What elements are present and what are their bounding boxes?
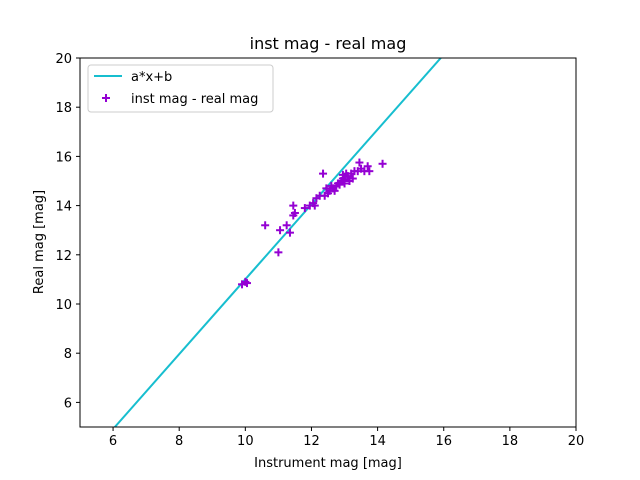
y-tick-label: 16 — [55, 150, 72, 165]
data-point — [274, 248, 283, 257]
x-tick-label: 6 — [109, 434, 117, 449]
plot-area — [113, 58, 443, 427]
x-tick-label: 18 — [502, 434, 519, 449]
x-tick-label: 16 — [435, 434, 452, 449]
data-point — [241, 277, 250, 286]
data-point — [330, 186, 339, 195]
data-point — [319, 169, 328, 178]
y-tick-label: 14 — [55, 200, 72, 215]
legend-box — [87, 64, 274, 113]
legend: a*x+b inst mag - real mag — [87, 64, 274, 113]
data-point — [340, 175, 349, 184]
data-point — [338, 170, 347, 179]
y-tick-label: 8 — [64, 347, 72, 362]
data-point — [335, 180, 344, 189]
data-point — [310, 201, 319, 210]
y-tick-label: 12 — [55, 249, 72, 264]
y-tick-label: 20 — [55, 52, 72, 67]
x-tick-label: 12 — [303, 434, 320, 449]
data-point — [289, 201, 298, 210]
x-tick-label: 20 — [568, 434, 585, 449]
y-tick-label: 6 — [64, 396, 72, 411]
data-point — [242, 279, 251, 288]
data-point — [290, 208, 299, 217]
y-axis-label: Real mag [mag] — [32, 190, 47, 294]
data-point — [348, 174, 357, 183]
data-point — [363, 162, 372, 171]
legend-fit-label: a*x+b — [131, 70, 172, 85]
data-point — [378, 159, 387, 168]
data-point — [261, 221, 270, 230]
x-tick-label: 14 — [369, 434, 386, 449]
x-axis-label: Instrument mag [mag] — [254, 456, 402, 471]
chart-title: inst mag - real mag — [250, 34, 407, 53]
x-tick-label: 10 — [237, 434, 254, 449]
data-point — [282, 221, 291, 230]
data-point — [300, 204, 309, 213]
y-tick-label: 10 — [55, 298, 72, 313]
data-point — [285, 228, 294, 237]
data-point — [365, 167, 374, 176]
x-tick-label: 8 — [175, 434, 183, 449]
axes-frame — [79, 57, 577, 428]
data-point — [276, 226, 285, 235]
y-tick-label: 18 — [55, 101, 72, 116]
axes: 6 8 10 12 14 16 18 20 6 8 10 12 14 16 18 20 — [55, 52, 584, 449]
legend-series-label: inst mag - real mag — [131, 92, 258, 107]
data-point — [355, 158, 364, 167]
